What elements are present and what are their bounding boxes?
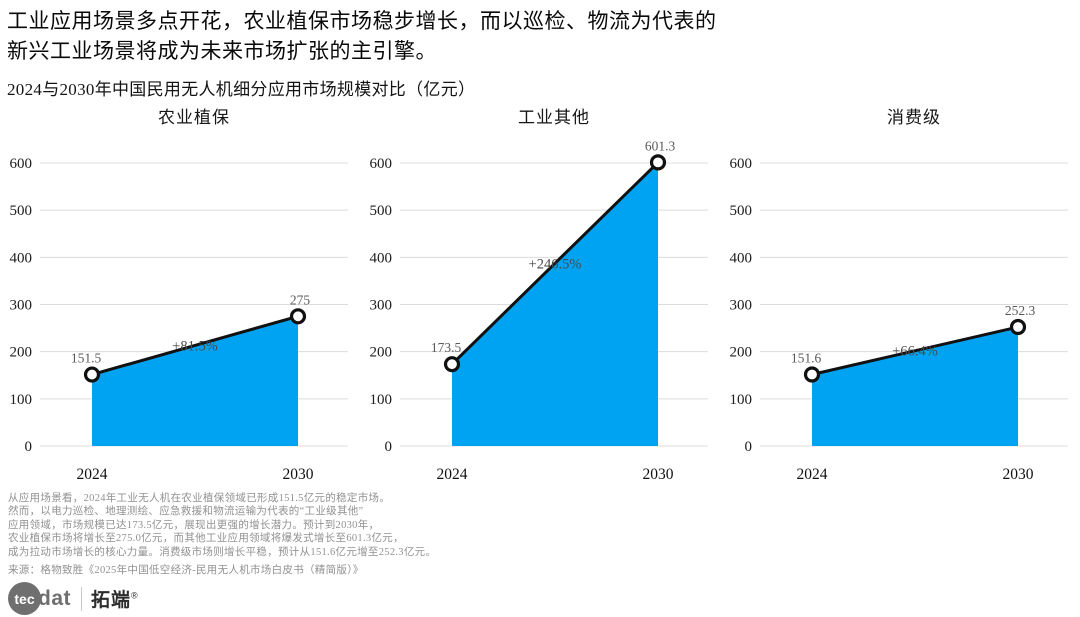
footnote-line-2: 然而，以电力巡检、地理测绘、应急救援和物流运输为代表的“工业级其他” <box>8 506 364 518</box>
y-tick-label-600: 600 <box>730 156 753 172</box>
panel-title: 消费级 <box>887 108 941 127</box>
trend-line <box>91 314 299 376</box>
x-tick-label-2024: 2024 <box>77 466 108 483</box>
x-tick-label-2030: 2030 <box>1003 466 1034 483</box>
tecdat-logo: tec dat 拓端® <box>8 582 139 615</box>
value-label-2030: 601.3 <box>645 138 676 153</box>
y-tick-label-100: 100 <box>10 392 33 408</box>
footnote: 从应用场景看，2024年工业无人机在农业植保领域已形成151.5亿元的稳定市场。… <box>8 492 436 559</box>
y-tick-label-200: 200 <box>730 345 753 361</box>
y-tick-label-500: 500 <box>370 203 393 219</box>
header: 工业应用场景多点开花，农业植保市场稳步增长，而以巡检、物流为代表的 新兴工业场景… <box>7 6 717 100</box>
chart-svg-3: 消费级 0 100 200 300 400 500 600 +66.4% 151.6 252.3 20… <box>730 108 1068 483</box>
chart-svg-1: 农业植保 0 100 200 300 400 500 600 +81.5% 151.5 275 202… <box>10 108 348 483</box>
area-fill <box>812 326 1018 446</box>
x-tick-label-2024: 2024 <box>437 466 468 483</box>
data-point-2030 <box>649 154 667 171</box>
area-fill <box>452 162 658 446</box>
registered-mark: ® <box>131 590 139 601</box>
main-title-line-2: 新兴工业场景将成为未来市场扩张的主引擎。 <box>7 39 437 63</box>
x-tick-label-2030: 2030 <box>643 466 674 483</box>
main-title-line-1: 工业应用场景多点开花，农业植保市场稳步增长，而以巡检、物流为代表的 <box>7 9 717 33</box>
y-tick-label-0: 0 <box>745 439 753 455</box>
y-tick-label-400: 400 <box>10 250 33 266</box>
x-tick-label-2030: 2030 <box>283 466 314 483</box>
source-line: 来源：格物致胜《2025年中国低空经济-民用无人机市场白皮书（精简版）》 <box>8 565 364 576</box>
data-point-2024 <box>443 356 461 373</box>
y-tick-label-200: 200 <box>10 345 33 361</box>
y-tick-label-600: 600 <box>10 156 33 172</box>
footnote-line-1: 从应用场景看，2024年工业无人机在农业植保领域已形成151.5亿元的稳定市场。 <box>8 493 391 504</box>
value-label-2024: 151.5 <box>71 351 102 366</box>
value-label-2030: 252.3 <box>1005 303 1036 318</box>
chart-panel-1: 农业植保 0 100 200 300 400 500 600 +81.5% 151.5 275 202… <box>0 95 360 495</box>
y-tick-label-300: 300 <box>370 298 393 314</box>
chart-panel-2: 工业其他 0 100 200 300 400 500 600 +246.5% 173.5 601.3… <box>360 95 720 495</box>
logo-dat-text: dat <box>38 586 71 610</box>
growth-label: +81.5% <box>172 338 218 354</box>
y-tick-label-400: 400 <box>730 250 753 266</box>
y-tick-label-600: 600 <box>370 156 393 172</box>
value-label-2024: 173.5 <box>431 340 462 355</box>
logo-circle-text: tec <box>14 590 35 607</box>
chart-svg-2: 工业其他 0 100 200 300 400 500 600 +246.5% 173.5 601.3… <box>370 108 708 483</box>
brand-text: 拓端 <box>91 590 132 611</box>
x-tick-label-2024: 2024 <box>797 466 828 483</box>
chart-panel-3: 消费级 0 100 200 300 400 500 600 +66.4% 151.6 252.3 20… <box>720 95 1080 495</box>
y-tick-label-500: 500 <box>730 203 753 219</box>
y-tick-label-400: 400 <box>370 250 393 266</box>
y-tick-label-100: 100 <box>730 392 753 408</box>
area-fill <box>92 316 298 446</box>
y-tick-label-100: 100 <box>370 392 393 408</box>
y-tick-label-200: 200 <box>370 345 393 361</box>
charts-row: 农业植保 0 100 200 300 400 500 600 +81.5% 151.5 275 202… <box>0 95 1080 495</box>
value-label-2024: 151.6 <box>791 350 822 365</box>
footnote-line-3: 应用领域，市场规模已达173.5亿元，展现出更强的增长潜力。预计到2030年， <box>8 519 380 531</box>
growth-label: +246.5% <box>529 256 582 272</box>
footnote-line-4: 农业植保市场将增长至275.0亿元，而其他工业应用领域将爆发式增长至601.3亿… <box>8 533 404 545</box>
panel-title: 农业植保 <box>158 108 230 127</box>
panel-title: 工业其他 <box>518 108 590 127</box>
trend-line <box>811 325 1019 376</box>
y-tick-label-300: 300 <box>10 298 33 314</box>
logo-divider <box>81 586 82 611</box>
growth-label: +66.4% <box>892 344 938 360</box>
data-point-2030 <box>1009 318 1027 336</box>
tecdat-logo-circle-icon: tec <box>8 582 41 615</box>
value-label-2030: 275 <box>290 292 311 307</box>
trend-line <box>450 161 660 366</box>
chart-subtitle: 2024与2030年中国民用无人机细分应用市场规模对比（亿元） <box>7 80 476 99</box>
footnote-line-5: 成为拉动市场增长的核心力量。消费级市场则增长平稳，预计从151.6亿元增至252… <box>8 546 437 558</box>
y-tick-label-0: 0 <box>385 439 393 455</box>
y-tick-label-300: 300 <box>730 298 753 314</box>
y-tick-label-0: 0 <box>25 439 33 455</box>
data-point-2030 <box>289 308 307 325</box>
data-point-2024 <box>803 366 821 383</box>
brand-name: 拓端® <box>91 585 139 612</box>
y-tick-label-500: 500 <box>10 203 33 219</box>
data-point-2024 <box>83 366 101 383</box>
